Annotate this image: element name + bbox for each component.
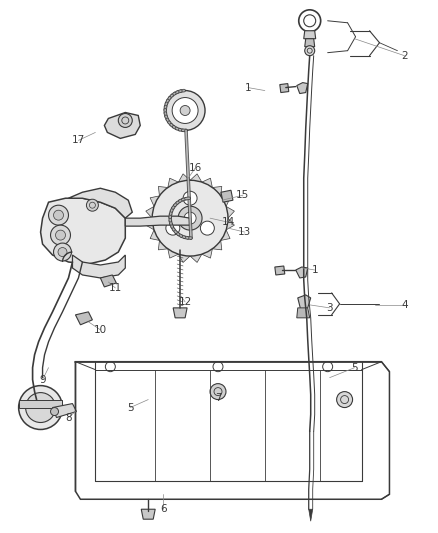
- Polygon shape: [226, 218, 234, 230]
- Circle shape: [184, 212, 196, 224]
- Text: 9: 9: [39, 375, 46, 385]
- Polygon shape: [202, 178, 212, 188]
- Text: 13: 13: [238, 227, 251, 237]
- Polygon shape: [150, 196, 159, 206]
- Text: 8: 8: [65, 413, 72, 423]
- Circle shape: [337, 392, 353, 408]
- Text: 11: 11: [109, 283, 122, 293]
- Polygon shape: [159, 187, 168, 196]
- Text: 4: 4: [401, 300, 408, 310]
- Polygon shape: [150, 230, 159, 240]
- Polygon shape: [212, 187, 222, 196]
- Polygon shape: [104, 112, 140, 139]
- Circle shape: [305, 46, 314, 55]
- Circle shape: [50, 225, 71, 245]
- Circle shape: [56, 230, 66, 240]
- Text: 17: 17: [72, 135, 85, 146]
- Polygon shape: [68, 188, 132, 218]
- Text: 1: 1: [244, 83, 251, 93]
- Polygon shape: [125, 216, 190, 226]
- Polygon shape: [168, 249, 178, 258]
- Polygon shape: [305, 39, 314, 47]
- Polygon shape: [275, 266, 285, 275]
- Polygon shape: [226, 206, 234, 218]
- Circle shape: [53, 210, 64, 220]
- Polygon shape: [212, 240, 222, 250]
- Circle shape: [178, 206, 202, 230]
- Text: 12: 12: [178, 297, 192, 307]
- Polygon shape: [190, 174, 202, 182]
- Text: 7: 7: [215, 393, 221, 402]
- Polygon shape: [221, 196, 230, 206]
- Circle shape: [299, 10, 321, 32]
- Circle shape: [53, 243, 71, 261]
- Polygon shape: [173, 308, 187, 318]
- Circle shape: [172, 98, 198, 124]
- Polygon shape: [159, 240, 168, 250]
- Circle shape: [166, 221, 180, 235]
- Polygon shape: [141, 509, 155, 519]
- Circle shape: [165, 91, 205, 131]
- Polygon shape: [304, 31, 316, 39]
- Polygon shape: [19, 400, 63, 408]
- Circle shape: [58, 247, 67, 256]
- Text: 5: 5: [351, 362, 358, 373]
- Polygon shape: [221, 190, 233, 202]
- Polygon shape: [309, 509, 313, 521]
- Text: 15: 15: [236, 190, 250, 200]
- Text: 10: 10: [94, 325, 107, 335]
- Polygon shape: [168, 178, 178, 188]
- Polygon shape: [221, 230, 230, 240]
- Circle shape: [200, 221, 214, 235]
- Polygon shape: [75, 312, 92, 325]
- Polygon shape: [146, 218, 154, 230]
- Circle shape: [49, 205, 68, 225]
- Polygon shape: [178, 174, 190, 182]
- Circle shape: [152, 180, 228, 256]
- Polygon shape: [297, 83, 308, 94]
- Text: 16: 16: [188, 163, 202, 173]
- Polygon shape: [100, 275, 117, 287]
- Circle shape: [86, 199, 99, 211]
- Polygon shape: [190, 254, 202, 262]
- Circle shape: [183, 191, 197, 205]
- Text: 1: 1: [311, 265, 318, 275]
- Circle shape: [210, 384, 226, 400]
- Text: 3: 3: [326, 303, 333, 313]
- Text: 2: 2: [401, 51, 408, 61]
- Polygon shape: [202, 249, 212, 258]
- Circle shape: [118, 114, 132, 127]
- Polygon shape: [146, 206, 154, 218]
- Text: 5: 5: [127, 402, 134, 413]
- Polygon shape: [297, 308, 310, 318]
- Text: 14: 14: [221, 217, 235, 227]
- Circle shape: [180, 106, 190, 116]
- Circle shape: [25, 393, 56, 423]
- Polygon shape: [298, 295, 311, 310]
- Polygon shape: [296, 267, 308, 278]
- Text: 6: 6: [160, 504, 166, 514]
- Polygon shape: [178, 254, 190, 262]
- Polygon shape: [53, 403, 77, 417]
- Circle shape: [19, 385, 63, 430]
- Circle shape: [50, 408, 59, 416]
- Polygon shape: [72, 255, 125, 278]
- Polygon shape: [41, 198, 125, 264]
- Polygon shape: [280, 84, 289, 93]
